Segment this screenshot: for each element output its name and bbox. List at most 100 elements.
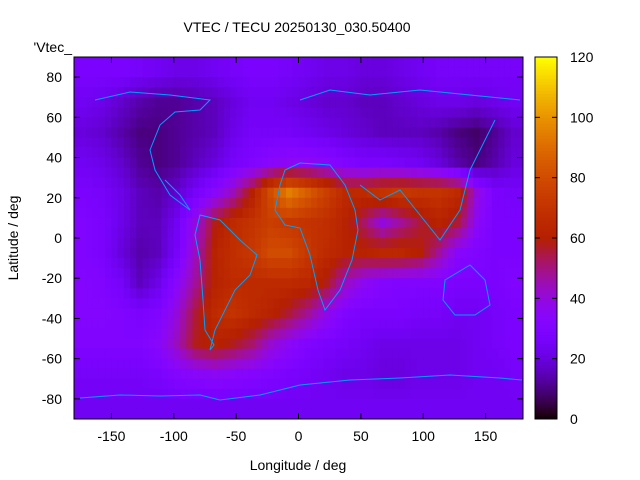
heatmap-cell <box>504 308 512 319</box>
heatmap-cell <box>123 197 131 209</box>
heatmap-cell <box>173 348 181 360</box>
heatmap-cell <box>92 288 100 299</box>
heatmap-cell <box>173 388 181 400</box>
heatmap-cell <box>504 288 512 299</box>
heatmap-cell <box>204 227 212 239</box>
heatmap-cell <box>192 328 200 340</box>
heatmap-cell <box>304 328 312 340</box>
heatmap-cell <box>516 67 524 78</box>
heatmap-cell <box>485 398 493 410</box>
heatmap-cell <box>342 227 349 239</box>
heatmap-cell <box>510 217 518 229</box>
colorbar-segment <box>535 183 557 188</box>
heatmap-cell <box>460 328 468 340</box>
heatmap-cell <box>491 328 499 340</box>
heatmap-cell <box>416 107 424 118</box>
heatmap-cell <box>173 298 181 309</box>
heatmap-cell <box>74 167 81 179</box>
heatmap-cell <box>117 268 125 279</box>
heatmap-cell <box>460 338 468 350</box>
heatmap-cell <box>248 97 256 108</box>
heatmap-cell <box>286 398 293 410</box>
heatmap-cell <box>117 217 125 229</box>
heatmap-cell <box>273 268 281 279</box>
heatmap-cell <box>273 167 281 179</box>
heatmap-cell <box>454 187 462 199</box>
heatmap-cell <box>117 258 125 269</box>
heatmap-cell <box>360 238 368 249</box>
heatmap-cell <box>117 137 125 148</box>
heatmap-cell <box>111 288 119 299</box>
heatmap-cell <box>74 107 81 118</box>
heatmap-cell <box>454 348 462 360</box>
heatmap-cell <box>229 177 237 189</box>
heatmap-cell <box>367 137 374 148</box>
heatmap-cell <box>204 308 212 319</box>
heatmap-cell <box>485 238 493 249</box>
heatmap-cell <box>392 167 399 179</box>
heatmap-cell <box>167 318 175 329</box>
heatmap-cell <box>441 117 449 128</box>
heatmap-cell <box>460 157 468 169</box>
heatmap-cell <box>504 318 512 329</box>
heatmap-cell <box>410 187 418 199</box>
heatmap-cell <box>298 167 306 179</box>
heatmap-cell <box>223 248 231 259</box>
heatmap-cell <box>323 197 331 209</box>
heatmap-cell <box>317 238 324 249</box>
heatmap-cell <box>286 358 293 370</box>
heatmap-cell <box>142 57 150 68</box>
heatmap-cell <box>286 107 293 118</box>
heatmap-cell <box>360 318 368 329</box>
heatmap-cell <box>148 167 156 179</box>
colorbar-segment <box>535 177 557 182</box>
heatmap-cell <box>130 127 137 138</box>
colorbar-segment <box>535 394 557 399</box>
heatmap-cell <box>279 308 287 319</box>
heatmap-cell <box>267 268 275 279</box>
heatmap-cell <box>441 268 449 279</box>
heatmap-cell <box>342 348 349 360</box>
heatmap-cell <box>385 388 393 400</box>
heatmap-cell <box>473 348 480 360</box>
heatmap-cell <box>354 408 362 420</box>
heatmap-cell <box>429 77 437 88</box>
heatmap-cell <box>98 348 106 360</box>
heatmap-cell <box>211 167 218 179</box>
heatmap-cell <box>404 127 412 138</box>
heatmap-cell <box>130 368 137 380</box>
heatmap-cell <box>485 67 493 78</box>
heatmap-cell <box>298 318 306 329</box>
heatmap-cell <box>254 137 262 148</box>
heatmap-cell <box>373 368 381 380</box>
heatmap-cell <box>416 127 424 138</box>
heatmap-cell <box>491 398 499 410</box>
heatmap-cell <box>161 358 169 370</box>
heatmap-cell <box>229 187 237 199</box>
heatmap-cell <box>367 288 374 299</box>
heatmap-cell <box>130 137 137 148</box>
heatmap-cell <box>479 197 487 209</box>
heatmap-cell <box>498 248 505 259</box>
heatmap-cell <box>498 308 505 319</box>
heatmap-cell <box>105 177 112 189</box>
heatmap-cell <box>86 127 94 138</box>
heatmap-cell <box>323 167 331 179</box>
heatmap-cell <box>516 187 524 199</box>
colorbar-segment <box>535 66 557 70</box>
heatmap-cell <box>217 388 225 400</box>
heatmap-cell <box>360 57 368 68</box>
heatmap-cell <box>236 308 243 319</box>
heatmap-cell <box>211 137 218 148</box>
heatmap-cell <box>498 127 505 138</box>
heatmap-cell <box>373 87 381 98</box>
heatmap-cell <box>385 67 393 78</box>
heatmap-cell <box>392 238 399 249</box>
heatmap-cell <box>267 308 275 319</box>
heatmap-cell <box>155 318 162 329</box>
heatmap-cell <box>267 278 275 289</box>
heatmap-cell <box>186 308 193 319</box>
heatmap-cell <box>111 77 119 88</box>
heatmap-cell <box>329 127 337 138</box>
heatmap-cell <box>167 248 175 259</box>
